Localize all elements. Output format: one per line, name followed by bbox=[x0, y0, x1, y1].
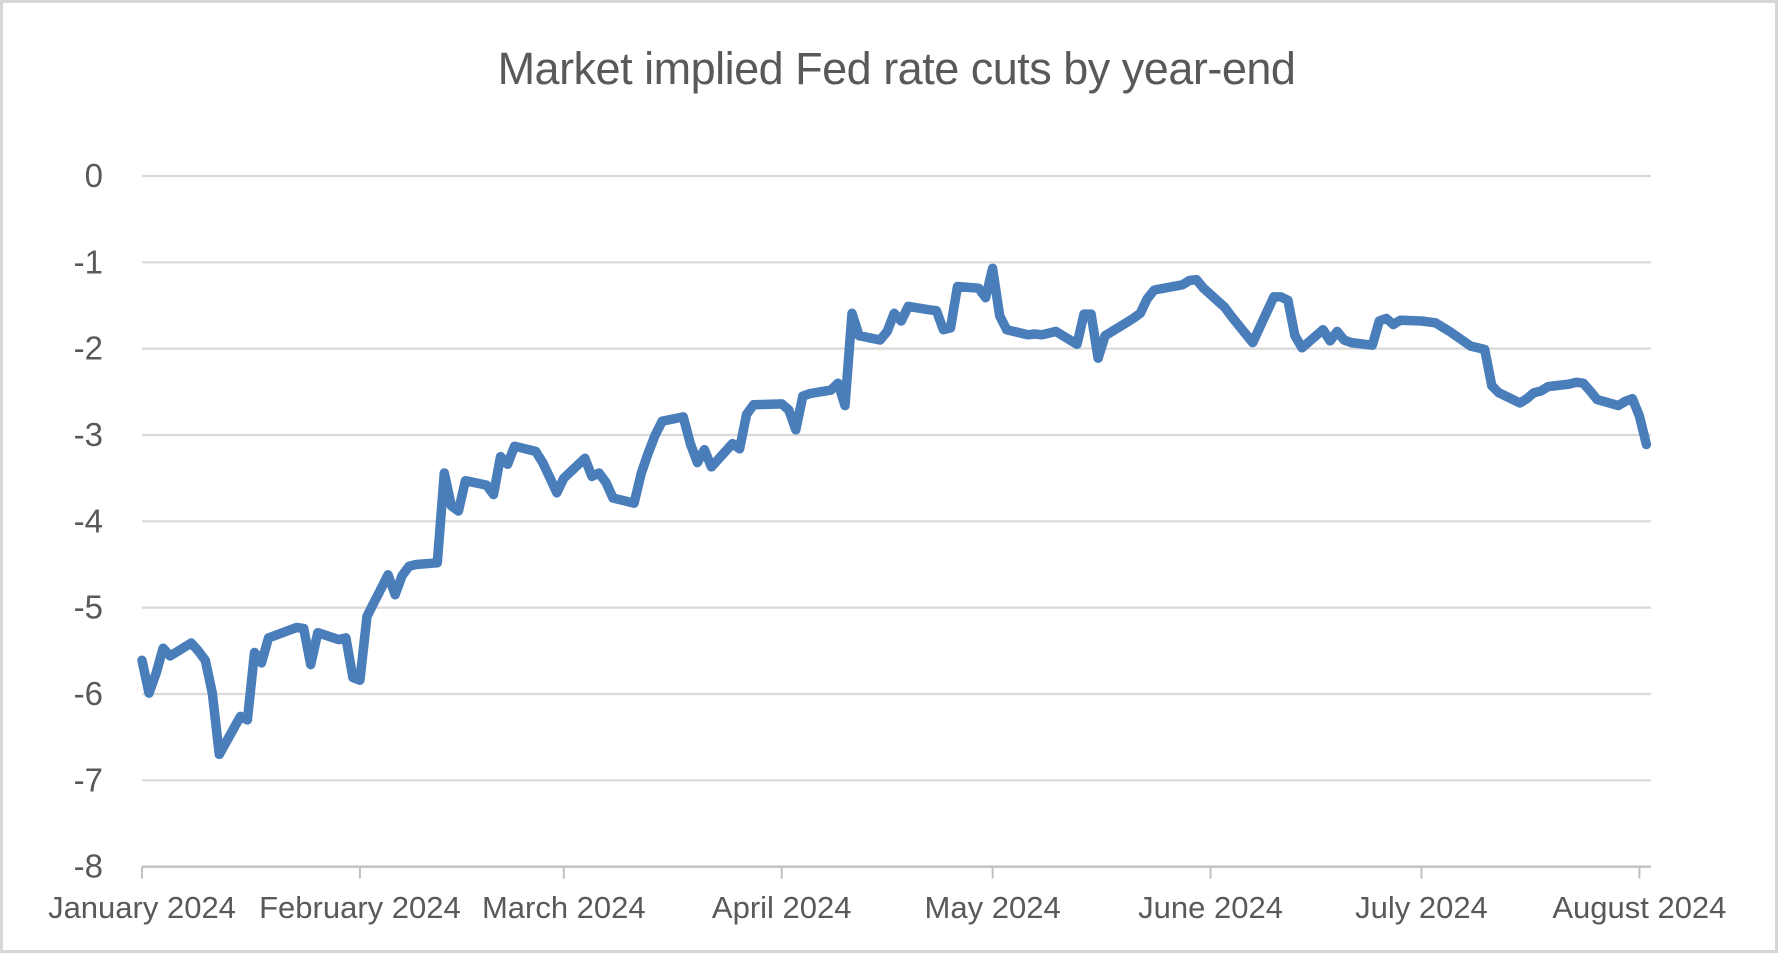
chart-title: Market implied Fed rate cuts by year-end bbox=[497, 43, 1296, 94]
x-axis-tick-label: June 2024 bbox=[1138, 890, 1283, 925]
series-line bbox=[137, 263, 1652, 760]
x-axis-tick-label: July 2024 bbox=[1355, 890, 1488, 925]
x-axis-tick-label: May 2024 bbox=[925, 890, 1061, 925]
y-axis-tick-label: -6 bbox=[74, 675, 103, 712]
x-axis-tick-label: January 2024 bbox=[48, 890, 236, 925]
x-axis-tick-label: March 2024 bbox=[482, 890, 646, 925]
y-axis-tick-label: -5 bbox=[74, 589, 103, 626]
y-axis-tick-label: -7 bbox=[74, 761, 103, 798]
x-axis-tick-label: February 2024 bbox=[259, 890, 461, 925]
y-axis-tick-label: -8 bbox=[74, 848, 103, 885]
line-chart-plot-area: 0 -1 -2 -3 -4 -5 -6 -7 -8 January 2024 February 20… bbox=[48, 157, 1726, 925]
y-axis-tick-label: 0 bbox=[85, 157, 103, 194]
x-axis-tick-label: August 2024 bbox=[1552, 890, 1726, 925]
y-axis-tick-label: -4 bbox=[74, 502, 103, 539]
y-axis-tick-label: -2 bbox=[74, 330, 103, 367]
y-axis-tick-label: -3 bbox=[74, 416, 103, 453]
y-axis-tick-label: -1 bbox=[74, 243, 103, 280]
x-axis-tick-label: April 2024 bbox=[712, 890, 852, 925]
